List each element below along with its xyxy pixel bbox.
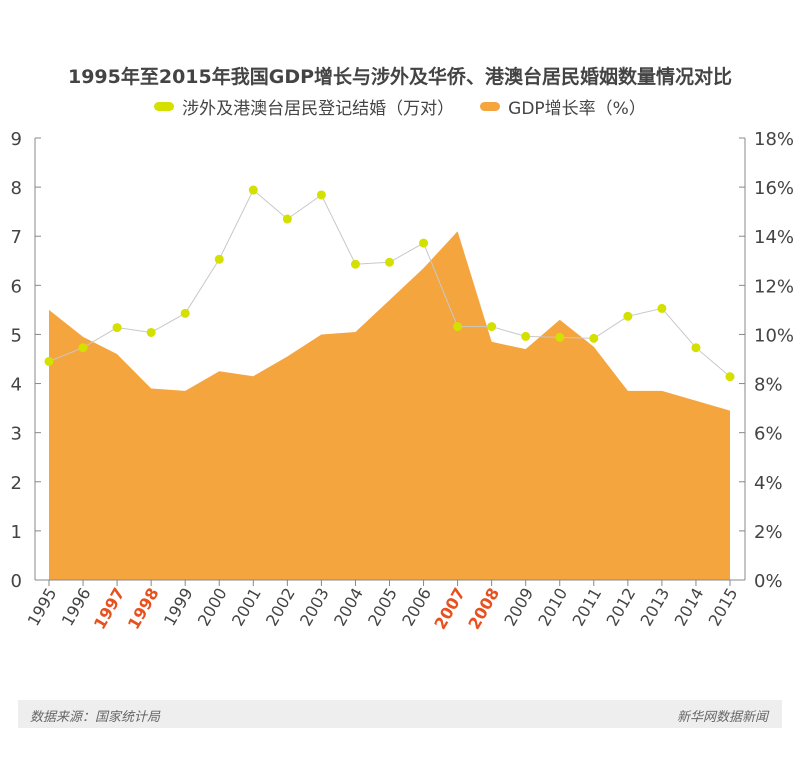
legend-item-gdp: GDP增长率（%） <box>480 94 646 119</box>
legend-label-marriage: 涉外及港澳台居民登记结婚（万对） <box>182 99 455 119</box>
legend: 涉外及港澳台居民登记结婚（万对） GDP增长率（%） <box>0 94 800 119</box>
marriage-point <box>180 308 190 318</box>
legend-swatch-gdp <box>480 102 501 111</box>
x-tick-label: 1995 <box>24 585 61 630</box>
footer: 数据来源：国家统计局 新华网数据新闻 <box>18 700 782 728</box>
marriage-point <box>78 343 88 353</box>
x-tick-label: 2011 <box>568 585 605 630</box>
x-tick-label: 2003 <box>296 585 333 630</box>
x-tick-label: 2010 <box>534 585 571 630</box>
left-tick-label: 5 <box>11 325 22 346</box>
right-tick-label: 18% <box>754 129 794 150</box>
right-tick-label: 0% <box>754 571 783 592</box>
x-tick-label: 1997 <box>90 585 129 633</box>
marriage-point <box>453 322 463 332</box>
marriage-point <box>214 254 224 264</box>
marriage-point <box>385 257 394 267</box>
right-tick-label: 8% <box>754 375 783 396</box>
x-tick-label: 2000 <box>194 585 231 630</box>
marriage-point <box>248 185 258 195</box>
left-tick-label: 0 <box>11 571 22 592</box>
left-tick-label: 3 <box>11 424 22 445</box>
gdp-area <box>49 231 730 581</box>
x-tick-label: 2015 <box>705 585 742 630</box>
x-tick-label: 1999 <box>160 585 197 630</box>
marriage-point <box>691 343 701 353</box>
x-tick-label: 1996 <box>58 585 95 630</box>
left-tick-label: 9 <box>11 129 22 150</box>
chart-title: 1995年至2015年我国GDP增长与涉外及华侨、港澳台居民婚姻数量情况对比 <box>67 66 733 88</box>
right-tick-label: 2% <box>754 522 783 543</box>
x-tick-label: 2009 <box>500 585 537 630</box>
x-tick-label: 2002 <box>262 585 299 630</box>
plot-area: 01234567890%2%4%6%8%10%12%14%16%18%19951… <box>11 129 794 633</box>
left-tick-label: 4 <box>11 375 22 396</box>
x-tick-label: 2014 <box>671 585 708 630</box>
x-tick-label: 2004 <box>330 585 367 630</box>
marriage-point <box>555 332 565 342</box>
x-tick-label: 2001 <box>228 585 265 630</box>
left-tick-label: 7 <box>11 227 22 248</box>
left-tick-label: 8 <box>11 178 22 199</box>
x-tick-label: 1998 <box>124 585 163 633</box>
right-tick-label: 4% <box>754 473 783 494</box>
marriage-point <box>316 190 326 200</box>
legend-item-marriage: 涉外及港澳台居民登记结婚（万对） <box>154 94 454 119</box>
legend-swatch-marriage <box>154 102 175 111</box>
brand-label: 新华网数据新闻 <box>676 710 768 725</box>
marriage-point <box>282 214 292 224</box>
marriage-point <box>112 323 122 333</box>
marriage-point <box>146 327 156 337</box>
marriage-point <box>725 372 735 382</box>
legend-label-gdp: GDP增长率（%） <box>508 99 646 119</box>
left-tick-label: 2 <box>11 473 22 494</box>
marriage-point <box>623 311 633 321</box>
marriage-point <box>521 331 531 341</box>
x-tick-label: 2008 <box>464 585 503 633</box>
marriage-point <box>419 238 429 248</box>
left-tick-label: 6 <box>11 276 22 297</box>
marriage-point <box>44 356 54 366</box>
marriage-point <box>657 303 667 313</box>
marriage-point <box>589 333 599 343</box>
marriage-point <box>350 259 360 269</box>
x-tick-label: 2007 <box>430 585 469 633</box>
x-tick-label: 2013 <box>637 585 674 630</box>
right-tick-label: 10% <box>754 325 794 346</box>
x-tick-label: 2005 <box>364 585 401 630</box>
source-note: 数据来源：国家统计局 <box>30 710 161 725</box>
marriage-point <box>487 322 497 332</box>
x-tick-label: 2006 <box>398 585 435 630</box>
right-tick-label: 6% <box>754 424 783 445</box>
right-tick-label: 16% <box>754 178 794 199</box>
left-tick-label: 1 <box>11 522 22 543</box>
x-tick-label: 2012 <box>603 585 640 630</box>
right-tick-label: 12% <box>754 276 794 297</box>
right-tick-label: 14% <box>754 227 794 248</box>
